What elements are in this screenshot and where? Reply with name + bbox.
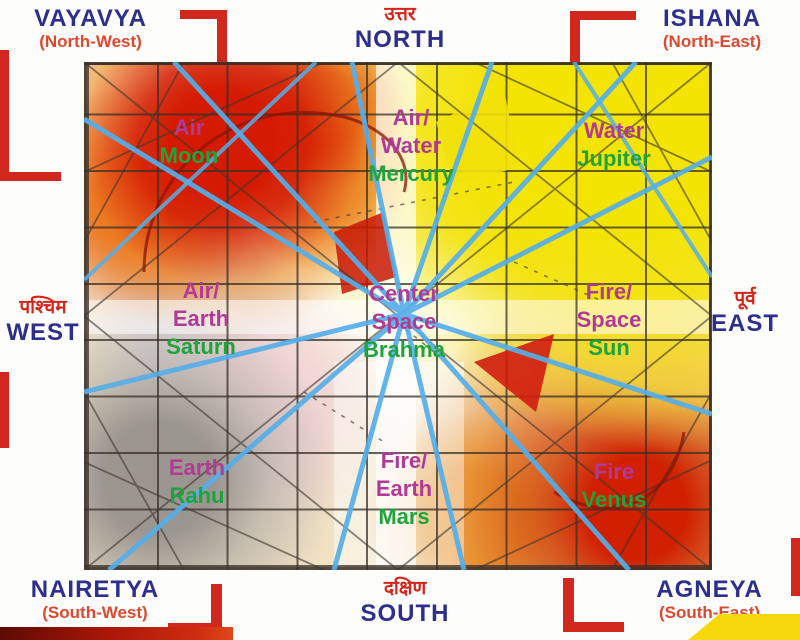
ruler-label: Jupiter [577,146,651,171]
direction-english: NORTH [354,26,446,53]
element-label: Water [583,118,645,143]
ruler-label: Brahma [363,337,445,362]
corner-subtitle: (North-East) [662,32,762,51]
direction-label-north: उत्तर NORTH [315,3,485,53]
corner-bracket-top-left [180,10,227,62]
element-label: Fire/ [380,448,428,473]
cell-south: Fire/ Earth Mars [329,447,479,531]
corner-bracket-top-right [570,11,636,63]
cell-center: Center Space Brahma [329,280,479,364]
direction-hindi: उत्तर [384,3,416,25]
cell-east: Fire/ Space Sun [534,278,684,362]
direction-label-south: दक्षिण SOUTH [330,577,480,627]
corner-name: NAIRETYA [30,576,160,603]
direction-english: EAST [710,310,779,337]
mandala-image: Air Moon Air/ Water Mercury Water Jupite… [84,62,712,570]
cell-north: Air/ Water Mercury [336,104,486,188]
element-label: Air/ [392,105,430,130]
corner-name: AGNEYA [656,576,763,603]
corner-label-north-east: ISHANA (North-East) [628,5,796,52]
element-label: Space [576,307,642,332]
element-label: Fire [593,459,635,484]
red-patch [334,212,396,294]
corner-bracket-bottom-left [168,584,222,633]
ruler-label: Mercury [368,161,454,186]
figure-outline [553,431,686,510]
corner-subtitle: (North-West) [39,32,142,51]
corner-name: ISHANA [662,5,761,32]
direction-label-east: पूर्व EAST [690,287,800,337]
corner-subtitle: (South-West) [42,603,148,622]
element-label: Fire/ [585,279,633,304]
element-label: Water [380,133,442,158]
ruler-label: Mars [378,504,430,529]
element-label: Air/ [182,278,220,303]
cell-north-west: Air Moon [114,114,264,170]
blue-chord-lines [84,62,712,282]
blue-ray-lines [84,62,712,570]
red-patch [474,334,554,412]
element-label: Center [369,281,439,306]
mandala-line-work [84,62,712,570]
corner-label-south-west: NAIRETYA (South-West) [5,576,185,623]
direction-english: WEST [6,319,80,346]
corner-name: VAYAVYA [34,5,147,32]
element-label: Space [371,309,437,334]
ruler-label: Sun [588,335,630,360]
dashed-marks [303,181,605,443]
cell-west: Air/ Earth Saturn [126,277,276,361]
corner-bracket-bottom-right [563,578,624,632]
ruler-label: Moon [159,143,219,168]
direction-label-west: पश्चिम WEST [0,296,86,346]
crop-mark-left-top [0,50,61,181]
figure-outline [142,110,408,273]
element-label: Earth [375,476,433,501]
bottom-maroon-strip [0,627,233,640]
direction-hindi: पश्चिम [19,296,67,318]
direction-english: SOUTH [360,600,450,627]
crop-mark-right-bottom [791,538,800,596]
crop-mark-left-middle [0,372,9,448]
element-label: Air [173,115,205,140]
element-label: Earth [168,455,226,480]
direction-hindi: पूर्व [734,287,756,309]
cell-south-east: Fire Venus [539,458,689,514]
ruler-label: Venus [581,487,647,512]
cell-north-east: Water Jupiter [539,117,689,173]
ruler-label: Rahu [169,483,225,508]
element-label: Earth [172,306,230,331]
cell-south-west: Earth Rahu [122,454,272,510]
corner-label-north-west: VAYAVYA (North-West) [8,5,173,52]
direction-hindi: दक्षिण [383,577,427,599]
ruler-label: Saturn [166,334,236,359]
